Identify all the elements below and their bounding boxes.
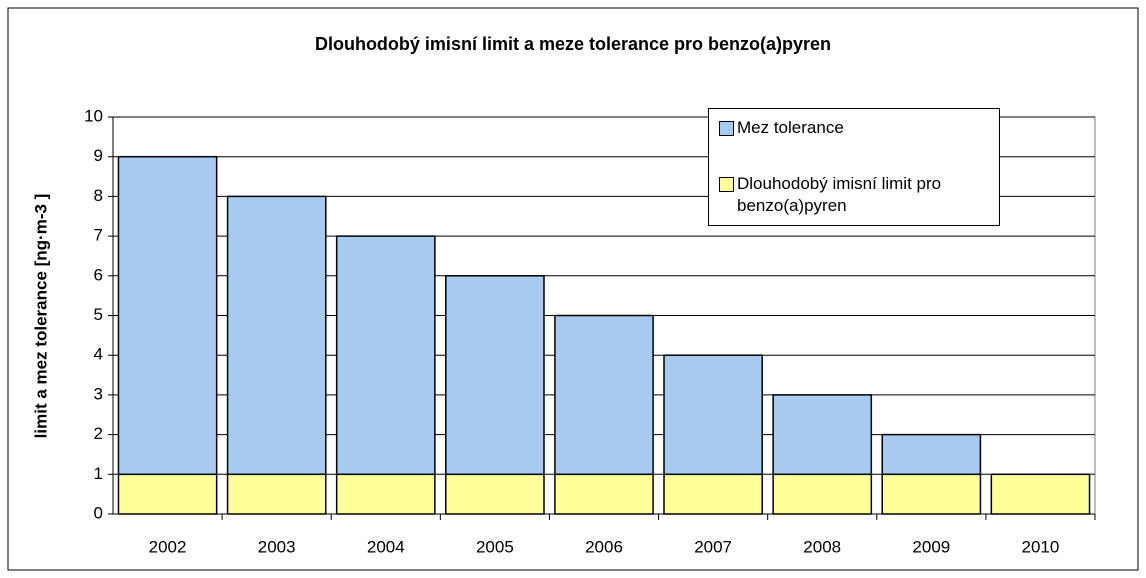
bar-segment	[445, 473, 545, 515]
chart-title: Dlouhodobý imisní limit a meze tolerance…	[315, 34, 831, 54]
x-tick-label: 2005	[476, 537, 514, 556]
y-tick-label: 3	[94, 384, 103, 403]
legend-label: Dlouhodobý imisní limit pro benzo(a)pyre…	[737, 174, 942, 215]
y-tick-label: 2	[94, 424, 103, 443]
y-tick-label: 9	[94, 146, 103, 165]
y-tick-label: 0	[94, 503, 103, 522]
x-tick-label: 2010	[1022, 537, 1060, 556]
y-tick-label: 1	[94, 464, 103, 483]
legend-swatch	[719, 177, 734, 192]
y-tick-label: 8	[94, 186, 103, 205]
bar-segment	[554, 473, 654, 515]
bar-segment	[445, 275, 545, 476]
bar-segment	[226, 195, 327, 476]
bar-segment	[663, 473, 763, 515]
x-tick-label: 2008	[803, 537, 841, 556]
legend-item: Dlouhodobý imisní limit pro benzo(a)pyre…	[719, 173, 989, 217]
bar-segment	[772, 473, 873, 515]
legend-swatch	[719, 121, 734, 136]
bar-segment	[335, 235, 436, 476]
y-tick-label: 5	[94, 305, 103, 324]
x-tick-label: 2006	[585, 537, 623, 556]
y-tick-label: 4	[94, 345, 103, 364]
x-tick-label: 2004	[367, 537, 405, 556]
y-tick-label: 7	[94, 226, 103, 245]
bar-segment	[117, 473, 218, 515]
y-tick-label: 10	[84, 106, 103, 125]
bar-segment	[990, 473, 1091, 515]
y-axis-label: limit a mez tolerance [ng·m-3 ]	[31, 194, 50, 439]
x-tick-label: 2003	[258, 537, 296, 556]
bar-segment	[226, 473, 327, 515]
bar-segment	[663, 354, 763, 476]
bar-segment	[881, 433, 982, 476]
x-tick-label: 2009	[912, 537, 950, 556]
x-tick-label: 2007	[694, 537, 732, 556]
bar-segment	[335, 473, 436, 515]
x-tick-label: 2002	[149, 537, 187, 556]
y-tick-label: 6	[94, 265, 103, 284]
legend-item: Mez tolerance	[719, 117, 989, 139]
legend-label: Mez tolerance	[737, 118, 844, 137]
legend: Mez tolerance Dlouhodobý imisní limit pro…	[708, 108, 1000, 226]
bar-segment	[881, 473, 982, 515]
bar-segment	[117, 155, 218, 476]
bar-segment	[554, 314, 654, 476]
bar-segment	[772, 394, 873, 476]
